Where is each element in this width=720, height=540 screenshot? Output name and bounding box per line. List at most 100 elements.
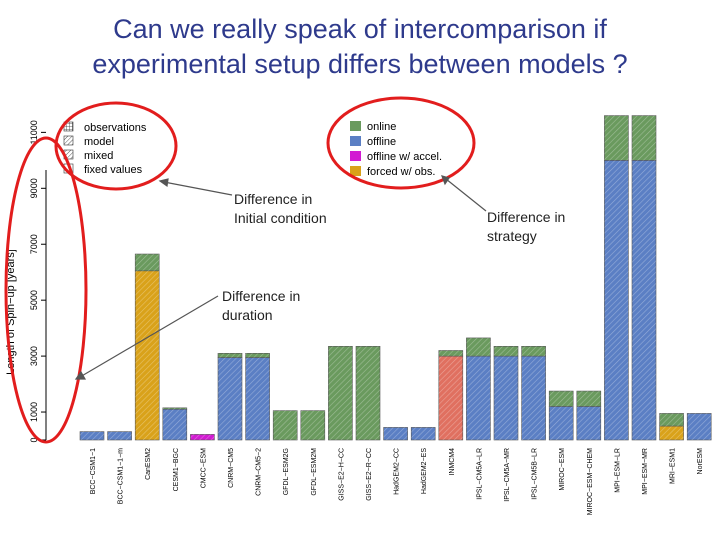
legend-forced-obs: forced w/ obs. xyxy=(367,166,435,178)
legend-swatch-forced-obs xyxy=(350,166,361,176)
annotation-duration: Difference in duration xyxy=(222,287,300,325)
bar-ipsl-cm5b-lr xyxy=(521,346,546,441)
legend-swatch-offline xyxy=(350,136,361,146)
legend-swatch-offline-accel xyxy=(350,151,361,161)
bar-hatch xyxy=(494,356,518,440)
x-tick-label: MIROC−ESM xyxy=(559,448,566,491)
bar-gfdl-esm2g xyxy=(272,410,298,441)
bar-hatch xyxy=(466,337,491,357)
bar-hatch xyxy=(162,407,187,410)
bar-hatch xyxy=(273,410,298,440)
bar-ipsl-cm5a-mr xyxy=(493,346,519,441)
x-tick-label: IPSL−CM5A−MR xyxy=(504,448,511,502)
circle-y-axis xyxy=(4,136,88,444)
bar-hatch xyxy=(80,431,104,440)
bar-hatch xyxy=(162,409,187,440)
x-tick-label: NorESM xyxy=(697,448,704,475)
y-tick-label: 11000 xyxy=(29,120,39,144)
bar-bcc-csm1-1 xyxy=(79,431,105,441)
y-tick-label: 3000 xyxy=(29,346,39,366)
bar-hatch xyxy=(218,357,242,440)
y-tick-label: 9000 xyxy=(29,178,39,198)
x-tick-label: BCC−CSM1−1 xyxy=(90,448,97,494)
annotation-initial-condition-line2: Initial condition xyxy=(234,210,327,226)
annotation-strategy-line2: strategy xyxy=(487,228,537,244)
bar-hatch xyxy=(687,413,712,440)
bar-hatch xyxy=(383,427,408,440)
title-line-2: experimental setup differs between model… xyxy=(92,49,628,79)
legend-swatch-online xyxy=(350,121,361,131)
legend-offline-accel: offline w/ accel. xyxy=(367,151,442,163)
bars xyxy=(79,115,712,441)
circle-pattern-legend xyxy=(54,101,178,191)
bar-hatch xyxy=(107,431,132,440)
bar-hatch xyxy=(245,357,270,440)
y-tick-label: 5000 xyxy=(29,290,39,310)
bar-hatch xyxy=(521,346,546,357)
bar-miroc-esm xyxy=(548,390,574,441)
x-tick-label: MPI−ESM−MR xyxy=(642,448,649,495)
x-tick-label: IPSL−CM5A−LR xyxy=(476,448,483,500)
bar-hatch xyxy=(328,346,353,440)
y-ticks: 0 1000 3000 5000 7000 9000 11000 xyxy=(29,120,46,443)
bar-canesm2 xyxy=(134,253,160,441)
bar-hatch xyxy=(632,160,656,440)
x-tick-label: MIROC−ESM−CHEM xyxy=(587,448,594,515)
x-tick-label: CNRM−CM5 xyxy=(228,448,235,488)
bar-mri-esm1 xyxy=(659,413,684,441)
y-tick-label: 7000 xyxy=(29,234,39,254)
bar-hadgem2-cc xyxy=(383,427,408,441)
bar-inmcm4 xyxy=(438,350,464,441)
bar-hatch xyxy=(135,254,160,271)
bar-hatch xyxy=(245,353,270,358)
bar-hatch xyxy=(521,356,546,440)
bar-hatch xyxy=(466,356,491,440)
arrow-strategy xyxy=(445,178,487,212)
bar-ipsl-cm5a-lr xyxy=(466,337,491,441)
bar-hatch xyxy=(438,356,463,440)
bar-hadgem2-es xyxy=(410,427,436,441)
x-tick-label: BCC−CSM1−1−m xyxy=(118,448,125,504)
bar-hatch xyxy=(632,115,656,161)
bar-bcc-csm1-1-m xyxy=(107,431,132,441)
bar-miroc-esm-chem xyxy=(576,390,602,441)
x-tick-label: MPI−ESM−LR xyxy=(614,448,621,493)
bar-hatch xyxy=(190,434,215,440)
bar-hatch xyxy=(576,406,601,440)
x-tick-label: CanESM2 xyxy=(145,448,152,480)
highlight-circles xyxy=(4,96,476,444)
legend-model: model xyxy=(84,136,114,148)
annotation-initial-condition-line1: Difference in xyxy=(234,191,313,207)
arrowhead-strategy xyxy=(441,175,450,186)
bar-gfdl-esm2m xyxy=(300,410,326,441)
annotation-arrows xyxy=(74,175,487,380)
bar-hatch xyxy=(549,406,574,440)
x-tick-label: IPSL−CM5B−LR xyxy=(532,448,539,500)
bar-mpi-esm-lr xyxy=(604,115,629,441)
bar-mpi-esm-mr xyxy=(631,115,657,441)
bar-cesm1-bgc xyxy=(162,407,188,441)
arrowhead-duration xyxy=(74,370,87,380)
arrow-duration xyxy=(79,295,219,378)
circle-strategy-legend xyxy=(326,96,476,190)
bar-hatch xyxy=(604,115,629,161)
bar-hatch xyxy=(659,426,684,440)
x-tick-label: CNRM−CM5−2 xyxy=(256,448,263,496)
x-tick-label: GISS−E2−H−CC xyxy=(338,448,345,501)
x-tick-label: HadGEM2−CC xyxy=(394,448,401,495)
arrow-initial-condition xyxy=(163,181,233,196)
legend-strategy: online offline offline w/ accel. forced … xyxy=(350,121,442,178)
bar-cnrm-cm5 xyxy=(217,353,243,441)
legend-mixed: mixed xyxy=(84,150,113,162)
bar-hatch xyxy=(659,413,684,427)
x-tick-labels: BCC−CSM1−1 BCC−CSM1−1−m CanESM2 CESM1−BGC CM… xyxy=(90,448,704,516)
bar-hatch xyxy=(494,346,518,357)
annotation-initial-condition: Difference in Initial condition xyxy=(234,190,327,228)
bar-hatch xyxy=(356,346,380,440)
bar-hatch xyxy=(549,391,574,407)
bar-hatch xyxy=(576,391,601,407)
annotation-strategy: Difference in strategy xyxy=(487,208,565,246)
y-tick-label: 0 xyxy=(29,437,39,442)
